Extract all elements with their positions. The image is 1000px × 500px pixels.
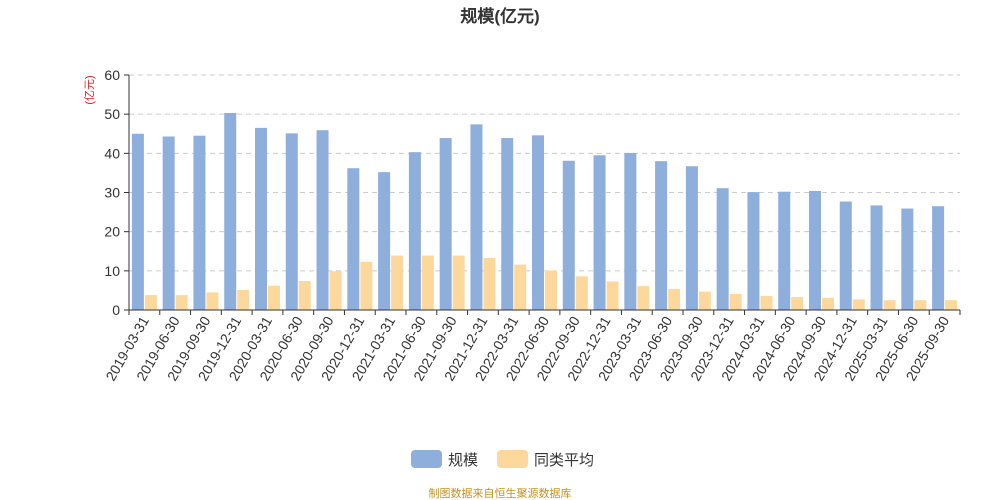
bar-scale xyxy=(439,138,452,310)
bar-peer-average xyxy=(606,281,619,310)
bar-scale xyxy=(347,168,360,310)
y-tick-label: 50 xyxy=(104,106,120,122)
y-tick-label: 30 xyxy=(104,185,120,201)
bar-peer-average xyxy=(360,261,373,310)
legend-label: 规模 xyxy=(448,452,478,469)
bar-peer-average xyxy=(237,290,250,310)
bar-peer-average xyxy=(144,295,157,310)
y-tick-label: 40 xyxy=(104,145,120,161)
bar-peer-average xyxy=(391,255,404,310)
bar-scale xyxy=(532,135,544,310)
bar-scale xyxy=(378,172,391,310)
bar-peer-average xyxy=(883,300,896,310)
legend-item-scale[interactable]: 规模 xyxy=(411,450,478,469)
bar-scale xyxy=(255,127,267,310)
bar-scale xyxy=(624,152,637,310)
bar-peer-average xyxy=(852,299,865,310)
bar-scale xyxy=(901,208,914,310)
bar-scale xyxy=(932,206,945,310)
y-tick-label: 20 xyxy=(104,224,120,240)
chart-title: 规模(亿元) xyxy=(460,6,539,26)
y-tick-label: 0 xyxy=(112,302,120,318)
bar-peer-average xyxy=(575,276,588,310)
bar-scale xyxy=(685,166,698,310)
bar-peer-average xyxy=(668,288,681,310)
bar-scale xyxy=(593,155,606,310)
bar-scale xyxy=(224,112,237,310)
bar-peer-average xyxy=(514,264,527,310)
bar-peer-average xyxy=(729,293,742,310)
bar-scale xyxy=(501,138,514,310)
bar-peer-average xyxy=(206,292,219,310)
axes xyxy=(128,75,960,311)
bar-scale xyxy=(162,136,175,310)
bar-peer-average xyxy=(268,285,280,310)
bar-peer-average xyxy=(760,295,773,310)
y-axis-ticks: 0 10 20 30 40 50 60 xyxy=(104,67,129,318)
bar-scale xyxy=(285,133,298,310)
bar-peer-average xyxy=(483,257,496,310)
bar-peer-average xyxy=(822,297,834,310)
bar-peer-average xyxy=(545,270,557,310)
legend[interactable]: 规模 同类平均 xyxy=(411,450,594,469)
bar-scale xyxy=(716,188,729,310)
legend-swatch xyxy=(411,450,442,468)
bar-scale xyxy=(655,161,668,310)
bar-scale xyxy=(778,191,791,310)
y-tick-label: 60 xyxy=(104,67,120,83)
bar-peer-average xyxy=(298,281,311,310)
bar-scale xyxy=(870,205,883,310)
bar-scale xyxy=(131,133,144,310)
legend-swatch xyxy=(497,450,528,468)
bar-scale xyxy=(562,160,575,310)
bar-peer-average xyxy=(637,286,650,310)
bar-peer-average xyxy=(452,255,465,310)
x-axis-ticks: 2019-03-312019-06-302019-09-302019-12-31… xyxy=(102,310,961,384)
bar-scale xyxy=(470,124,483,310)
bar-scale xyxy=(839,201,852,310)
bar-peer-average xyxy=(791,297,804,310)
bar-scale xyxy=(809,190,821,310)
legend-item-peer-average[interactable]: 同类平均 xyxy=(497,450,594,469)
bars-group xyxy=(131,112,958,310)
bar-peer-average xyxy=(175,295,188,310)
y-axis-unit-label: (亿元) xyxy=(83,75,96,104)
legend-label: 同类平均 xyxy=(534,452,594,469)
bar-peer-average xyxy=(421,255,434,310)
y-tick-label: 10 xyxy=(104,263,120,279)
data-source-note: 制图数据来自恒生聚源数据库 xyxy=(429,486,572,500)
bar-scale xyxy=(408,152,421,310)
bar-peer-average xyxy=(945,300,958,310)
bar-scale xyxy=(316,130,329,310)
bar-peer-average xyxy=(698,291,711,310)
bar-peer-average xyxy=(914,300,927,310)
bar-scale xyxy=(747,192,760,310)
bar-peer-average xyxy=(329,271,342,310)
bar-scale xyxy=(193,135,206,310)
grid-lines xyxy=(129,74,960,272)
